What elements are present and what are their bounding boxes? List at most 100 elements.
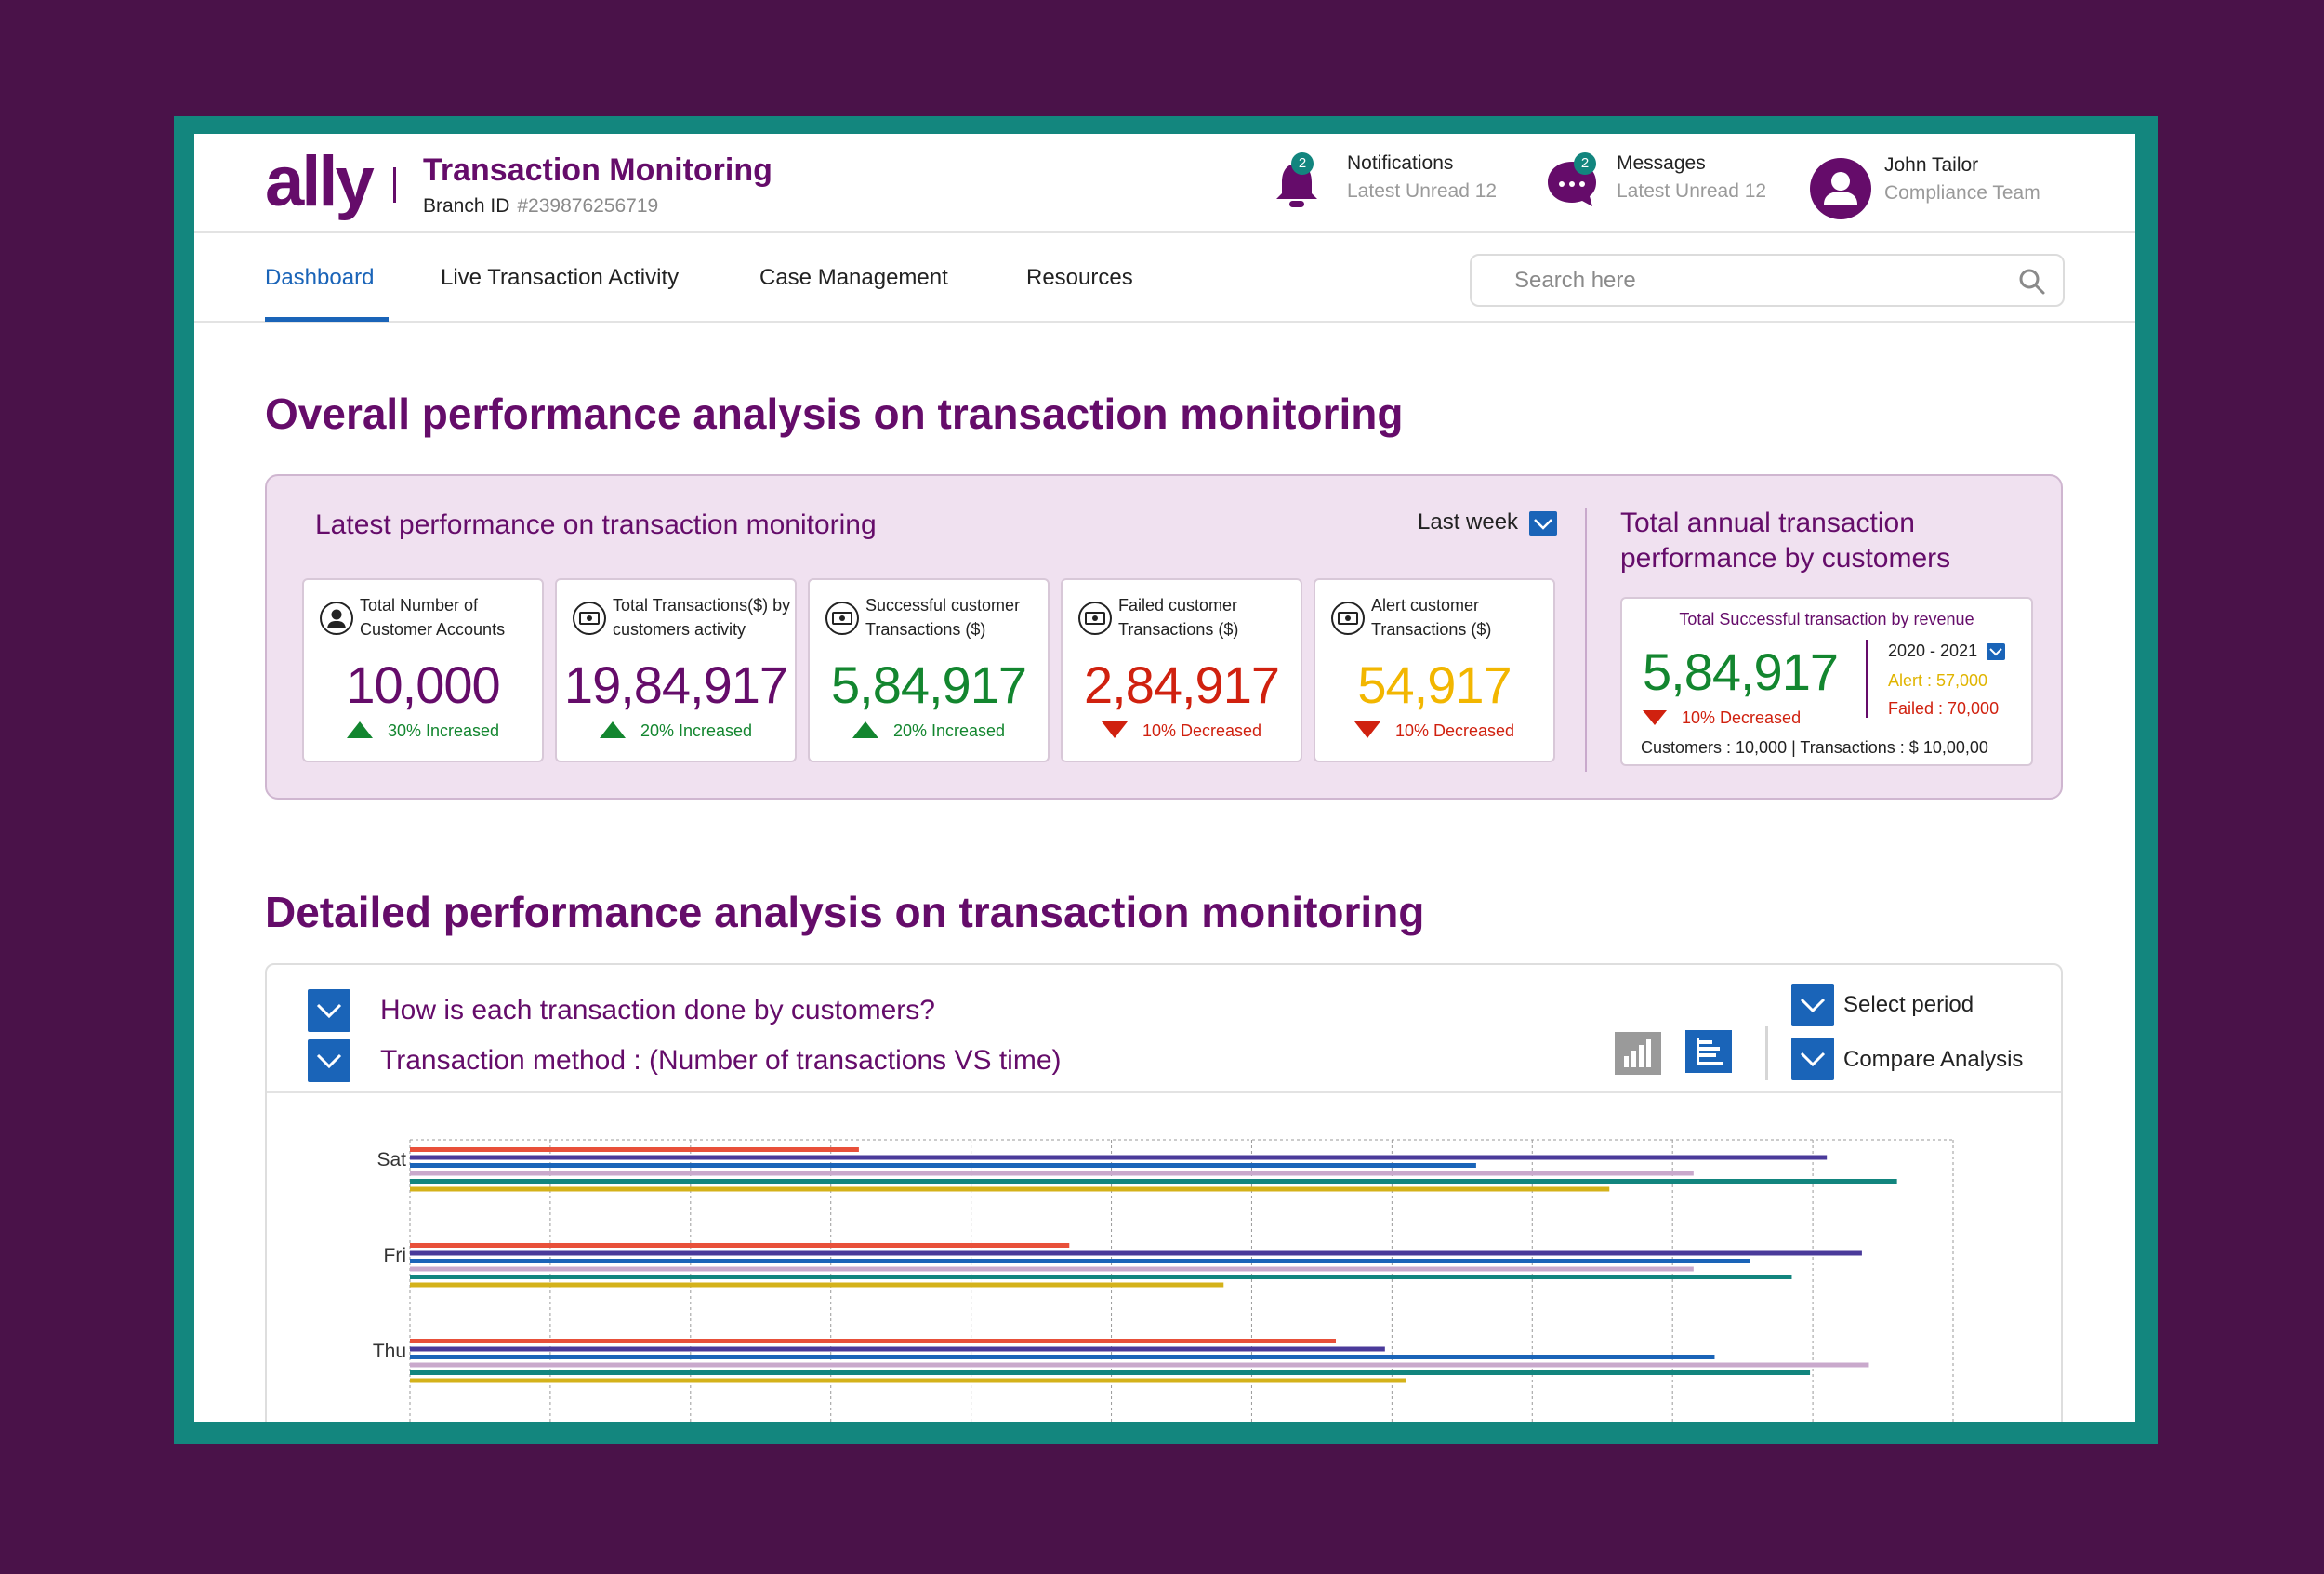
kpi-trend: 10% Decreased [1063,721,1301,741]
chart-plot [409,1139,1954,1422]
branch-info: Branch ID #239876256719 [423,195,658,218]
chart-bar[interactable] [410,1370,1811,1375]
search-box[interactable] [1470,254,2065,307]
user-name: John Tailor [1884,154,1979,176]
chart-bar[interactable] [410,1179,1897,1184]
page-title: Transaction Monitoring [423,152,772,188]
annual-period-label: 2020 - 2021 [1888,642,1978,660]
kpi-card[interactable]: Total Number of Customer Accounts 10,000 3… [302,578,544,762]
kpi-card[interactable]: Total Transactions($) by customers activ… [555,578,797,762]
kpi-label: Alert customer Transactions ($) [1371,596,1492,639]
annual-divider [1866,640,1868,718]
annual-alert: Alert : 57,000 [1888,671,1988,690]
tab-live-transaction-activity[interactable]: Live Transaction Activity [441,265,680,290]
annual-failed: Failed : 70,000 [1888,699,2000,718]
trend-down-icon [1101,721,1128,738]
trend-up-icon [599,721,626,738]
chart-bar[interactable] [410,1259,1750,1263]
chart-category-label: Thu [372,1341,406,1362]
method-text[interactable]: Transaction method : (Number of transact… [380,1045,1062,1076]
annual-trend-text: 10% Decreased [1682,708,1802,727]
chart-bar[interactable] [410,1186,1610,1192]
annual-card: Total Successful transaction by revenue … [1620,597,2033,766]
messages-button[interactable]: 2 Messages Latest Unread 12 [1544,152,1786,218]
chart-bar[interactable] [410,1243,1070,1248]
user-profile[interactable]: John Tailor Compliance Team [1810,152,2080,219]
compare-analysis-label[interactable]: Compare Analysis [1843,1047,2024,1072]
annual-trend: 10% Decreased [1643,708,1801,728]
kpi-trend-text: 10% Decreased [1394,721,1515,740]
money-icon [572,601,607,636]
active-tab-indicator [265,317,389,322]
period-dropdown-icon[interactable] [1529,511,1557,536]
trend-up-icon [852,721,878,738]
chart-bar[interactable] [410,1362,1869,1368]
chart-bar[interactable] [410,1250,1862,1256]
panel-divider [1585,508,1587,772]
kpi-label: Total Transactions($) by customers activ… [613,596,791,639]
method-dropdown-icon[interactable] [308,1039,350,1082]
kpi-label: Total Number of Customer Accounts [360,596,506,639]
detailed-heading: Detailed performance analysis on transac… [265,888,1425,936]
notifications-unread: Latest Unread 12 [1347,180,1498,202]
period-label: Last week [1418,509,1519,535]
question-dropdown-icon[interactable] [308,989,350,1032]
search-input[interactable] [1514,267,1998,295]
main-nav: Dashboard Live Transaction Activity Case… [194,235,2135,323]
chart-bar[interactable] [410,1147,859,1152]
search-icon[interactable] [2018,268,2046,296]
tab-dashboard[interactable]: Dashboard [265,265,375,290]
overall-heading: Overall performance analysis on transact… [265,390,1404,438]
kpi-trend: 10% Decreased [1315,721,1553,741]
overall-panel: Latest performance on transaction monito… [265,474,2063,800]
annual-period-dropdown-icon[interactable] [1987,643,2005,660]
app-screen: ally Transaction Monitoring Branch ID #23… [194,134,2135,1422]
period-selector[interactable]: Last week [1418,509,1557,536]
chart-bar[interactable] [410,1378,1406,1383]
tab-resources[interactable]: Resources [1026,265,1133,290]
chart-bar[interactable] [410,1155,1828,1160]
kpi-trend: 30% Increased [304,721,542,741]
detailed-panel-header: How is each transaction done by customer… [267,965,2061,1093]
chart-bar[interactable] [410,1282,1224,1288]
chart-bar[interactable] [410,1339,1336,1343]
annual-title: Total annual transaction performance by … [1620,508,1951,574]
user-team: Compliance Team [1884,182,2040,204]
compare-analysis-dropdown-icon[interactable] [1791,1038,1834,1080]
chart-bar[interactable] [410,1266,1694,1272]
select-period-dropdown-icon[interactable] [1791,984,1834,1026]
kpi-value: 19,84,917 [563,655,788,714]
chart-bar[interactable] [410,1346,1385,1352]
kpi-trend-text: 20% Increased [640,721,753,740]
kpi-value: 2,84,917 [1084,655,1280,714]
chart-bar[interactable] [410,1355,1715,1359]
annual-subtitle: Total Successful transaction by revenue [1679,610,1974,628]
annual-footer: Customers : 10,000 | Transactions : $ 10… [1641,738,1988,757]
kpi-value: 10,000 [346,655,500,714]
kpi-trend-text: 20% Increased [892,721,1006,740]
detailed-panel: How is each transaction done by customer… [265,963,2063,1422]
kpi-card[interactable]: Alert customer Transactions ($) 54,917 10%… [1314,578,1555,762]
notifications-button[interactable]: 2 Notifications Latest Unread 12 [1269,152,1511,218]
kpi-value: 5,84,917 [831,655,1027,714]
avatar-icon [1810,158,1871,219]
transactions-chart: SatFriThuWed [267,1095,2061,1422]
select-period-label[interactable]: Select period [1843,992,1974,1017]
chart-category-label: Sat [376,1149,406,1171]
kpi-label: Failed customer Transactions ($) [1118,596,1239,639]
chart-bar[interactable] [410,1163,1476,1168]
chart-bar[interactable] [410,1171,1694,1176]
trend-up-icon [346,721,373,738]
tab-case-management[interactable]: Case Management [759,265,948,290]
annual-period-selector[interactable]: 2020 - 2021 [1888,642,2005,661]
vertical-bar-chart-icon[interactable] [1615,1032,1661,1075]
kpi-card[interactable]: Failed customer Transactions ($) 2,84,917… [1061,578,1302,762]
question-text[interactable]: How is each transaction done by customer… [380,995,935,1025]
latest-performance-title: Latest performance on transaction monito… [315,509,877,540]
kpi-card[interactable]: Successful customer Transactions ($) 5,84… [808,578,1050,762]
kpi-value: 54,917 [1357,655,1512,714]
messages-label: Messages [1617,152,1706,174]
chart-bar[interactable] [410,1275,1792,1279]
ally-logo[interactable]: ally [265,142,375,221]
horizontal-bar-chart-icon[interactable] [1685,1030,1732,1073]
